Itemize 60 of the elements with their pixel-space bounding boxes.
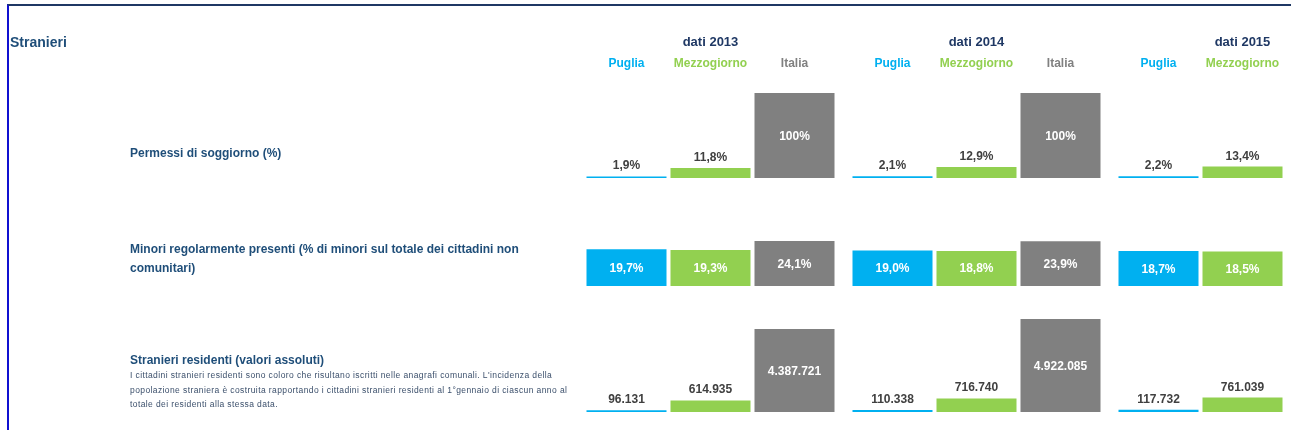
text: Puglia: [1140, 56, 1177, 70]
bar: [754, 329, 835, 412]
bar: [1202, 397, 1283, 412]
bar: [1020, 241, 1101, 286]
data-label: 100%: [779, 128, 811, 143]
data-label: 23,9%: [1043, 256, 1078, 271]
data-label: 716.740: [954, 380, 999, 395]
bar: [936, 167, 1017, 178]
bar: [1118, 251, 1199, 286]
bar: [1020, 319, 1101, 412]
data-label: 18,5%: [1225, 261, 1260, 276]
series-label: Italia: [780, 56, 809, 70]
data-label: 117.732: [1137, 391, 1181, 406]
data-label: 761.039: [1220, 379, 1265, 394]
y-axis-title: Stranieri residenti (valori assoluti): [130, 351, 326, 369]
data-label: 614.935: [688, 382, 733, 397]
bar: [754, 241, 835, 286]
text: Mezzogiorno: [939, 56, 1014, 70]
bar: [936, 398, 1017, 412]
x-tick-label: dati 2015: [1214, 34, 1271, 49]
data-label: 12,9%: [959, 149, 994, 164]
data-label: 13,4%: [1225, 148, 1260, 163]
text: Italia: [1046, 56, 1075, 70]
data-label: 110.338: [871, 391, 915, 406]
text: Mezzogiorno: [673, 56, 748, 70]
data-label: 100%: [1045, 128, 1077, 143]
bar: [852, 250, 933, 286]
x-tick-label: dati 2014: [948, 34, 1006, 49]
data-label: 19,3%: [693, 260, 728, 275]
bar: [1020, 93, 1101, 178]
text: Puglia: [874, 56, 911, 70]
data-label: 24,1%: [777, 256, 812, 271]
data-label: 2,1%: [878, 158, 907, 173]
data-label: 19,0%: [875, 261, 910, 276]
bar: [670, 249, 751, 286]
bar: [1202, 166, 1283, 178]
x-tick-label: dati 2013: [682, 34, 739, 49]
data-label: 18,7%: [1141, 261, 1176, 276]
y-axis-title: Minori regolarmente presenti (% di minori sul totale dei cittadini non comunitari): [130, 240, 520, 277]
text: Stranieri: [10, 34, 67, 50]
bar: [1202, 251, 1283, 286]
bar: [936, 250, 1017, 286]
data-label: 19,7%: [609, 260, 644, 275]
data-label: 18,8%: [959, 261, 994, 276]
bar: [1118, 409, 1199, 412]
bar: [852, 409, 933, 412]
data-label: 1,9%: [612, 158, 641, 173]
text: I cittadini stranieri residenti sono coloro che risultano iscritti nelle anagrafi comunali. L'incidenza della popolazione straniera è costruita rapportando i cittadini stranieri residenti al 1°gennaio di ciascun anno al totale dei residenti alla stessa data.: [130, 369, 569, 411]
data-label: 4.387.721: [767, 363, 822, 378]
bar: [670, 167, 751, 178]
data-label: 96.131: [608, 392, 646, 407]
bar: [586, 249, 667, 286]
bar: [670, 400, 751, 412]
data-label: 11,8%: [693, 149, 728, 164]
text: Mezzogiorno: [1205, 56, 1280, 70]
bar: [754, 93, 835, 178]
y-axis-title: Permessi di soggiorno (%): [130, 144, 283, 162]
data-label: 4.922.085: [1033, 358, 1088, 373]
data-label: 2,2%: [1144, 158, 1173, 173]
text: Puglia: [608, 56, 645, 70]
